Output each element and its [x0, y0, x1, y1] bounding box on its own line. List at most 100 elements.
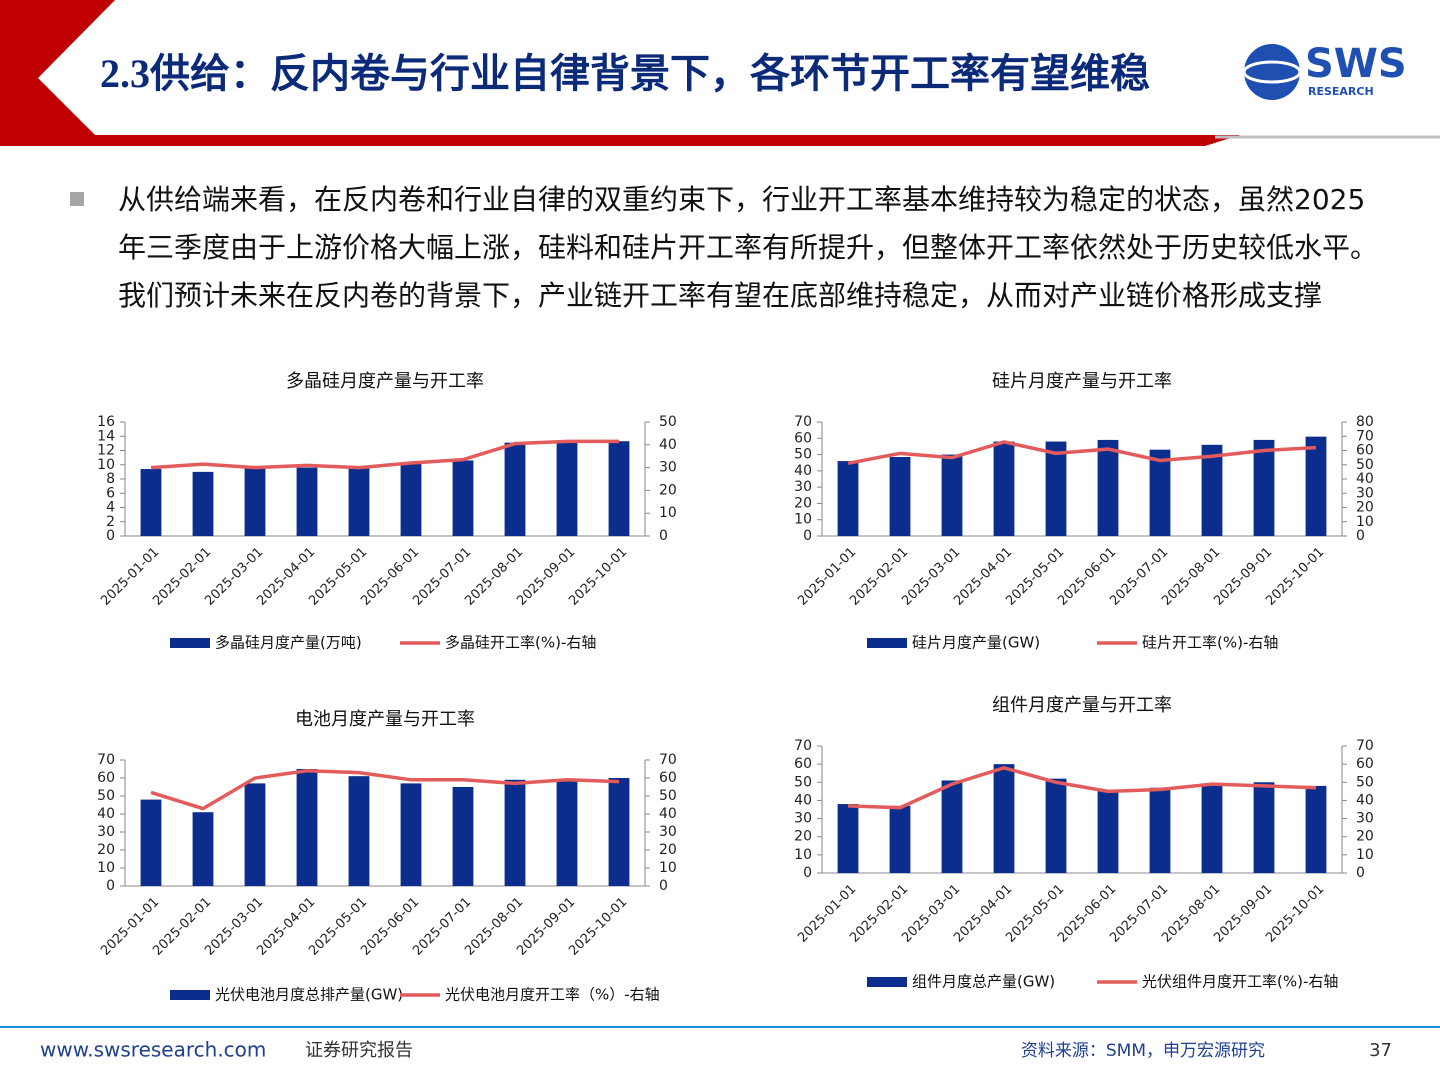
chart-title: 电池月度产量与开工率 [295, 709, 475, 730]
y2-tick-label: 80 [1356, 414, 1374, 430]
chart-title: 组件月度产量与开工率 [992, 695, 1172, 716]
footer-label: 证券研究报告 [305, 1040, 413, 1061]
page-number: 37 [1369, 1040, 1392, 1061]
y2-tick-label: 40 [659, 437, 677, 453]
y2-tick-label: 30 [659, 824, 677, 840]
bar [1201, 444, 1223, 536]
y2-tick-label: 10 [659, 505, 677, 521]
footer-source: 资料来源：SMM，申万宏源研究 [1021, 1041, 1265, 1061]
y-tick-label: 20 [97, 842, 115, 858]
bar [504, 442, 526, 536]
legend-label: 光伏电池月度开工率（%）-右轴 [445, 986, 660, 1004]
bar [348, 467, 370, 536]
bar [1149, 449, 1171, 536]
bar [889, 457, 911, 536]
y-tick-label: 20 [794, 829, 812, 845]
y-tick-label: 30 [97, 824, 115, 840]
y2-tick-label: 10 [1356, 514, 1374, 530]
y-tick-label: 16 [97, 414, 115, 430]
y2-tick-label: 20 [659, 842, 677, 858]
bar [1045, 441, 1067, 536]
bar [837, 461, 859, 536]
bar [941, 454, 963, 536]
bar [993, 441, 1015, 536]
y-tick-label: 60 [97, 770, 115, 786]
legend-label: 硅片开工率(%)-右轴 [1142, 634, 1278, 652]
y-tick-label: 50 [794, 774, 812, 790]
y2-tick-label: 70 [659, 752, 677, 768]
y-tick-label: 12 [97, 443, 115, 459]
y2-tick-label: 60 [659, 770, 677, 786]
bar [1097, 791, 1119, 873]
line [150, 439, 619, 470]
y-tick-label: 60 [794, 430, 812, 446]
line [847, 765, 1317, 810]
y-tick-label: 20 [794, 495, 812, 511]
y-tick-label: 4 [106, 500, 115, 516]
bar [608, 441, 630, 536]
y-tick-label: 50 [97, 788, 115, 804]
bar [452, 787, 474, 886]
y-tick-label: 10 [97, 860, 115, 876]
legend-swatch [170, 990, 210, 1000]
y-tick-label: 2 [106, 514, 115, 530]
y2-tick-label: 50 [659, 788, 677, 804]
y-tick-label: 10 [794, 512, 812, 528]
y-tick-label: 30 [794, 811, 812, 827]
y-tick-label: 14 [97, 428, 115, 444]
legend-label: 组件月度总产量(GW) [912, 973, 1055, 991]
logo-sub: RESEARCH [1308, 85, 1374, 98]
y-tick-label: 0 [106, 878, 115, 894]
logo-globe [1244, 44, 1300, 100]
y2-tick-label: 50 [659, 414, 677, 430]
y2-tick-label: 30 [659, 460, 677, 476]
bullet-text: 从供给端来看，在反内卷和行业自律的双重约束下，行业开工率基本维持较为稳定的状态，… [118, 183, 1379, 312]
bar [452, 460, 474, 536]
y2-tick-label: 70 [1356, 738, 1374, 754]
y-tick-label: 40 [97, 806, 115, 822]
legend-label: 多晶硅开工率(%)-右轴 [445, 634, 596, 652]
logo-text: SWS [1305, 41, 1407, 87]
y-tick-label: 40 [794, 792, 812, 808]
bar [400, 464, 422, 536]
bar [1305, 785, 1327, 873]
bar [140, 799, 162, 886]
bar [1149, 787, 1171, 873]
y-tick-label: 70 [794, 414, 812, 430]
legend-label: 多晶硅月度产量(万吨) [215, 634, 362, 652]
bar [348, 776, 370, 886]
y-tick-label: 30 [794, 479, 812, 495]
bar [556, 779, 578, 886]
y2-tick-label: 0 [659, 528, 668, 544]
logo-ring [1242, 60, 1302, 84]
y-tick-label: 8 [106, 471, 115, 487]
line [847, 440, 1317, 466]
y2-tick-label: 10 [659, 860, 677, 876]
y-tick-label: 10 [97, 457, 115, 473]
bar [400, 783, 422, 886]
legend-swatch [170, 638, 210, 648]
bar [504, 779, 526, 886]
y-tick-label: 40 [794, 463, 812, 479]
bar [608, 778, 630, 886]
y2-tick-label: 70 [1356, 428, 1374, 444]
y-tick-label: 0 [803, 865, 812, 881]
y2-tick-label: 50 [1356, 774, 1374, 790]
bar [1253, 439, 1275, 536]
y-tick-label: 10 [794, 847, 812, 863]
y2-tick-label: 0 [1356, 528, 1365, 544]
line [150, 769, 620, 811]
bullet-marker [70, 192, 84, 206]
y2-tick-label: 0 [659, 878, 668, 894]
bar [556, 442, 578, 536]
bar [1097, 439, 1119, 536]
y-tick-label: 70 [97, 752, 115, 768]
footer-site: www.swsresearch.com [40, 1038, 266, 1062]
bar [244, 467, 266, 536]
legend-label: 光伏组件月度开工率(%)-右轴 [1142, 973, 1338, 991]
bar [296, 769, 318, 886]
bar [296, 467, 318, 536]
bar [140, 469, 162, 536]
